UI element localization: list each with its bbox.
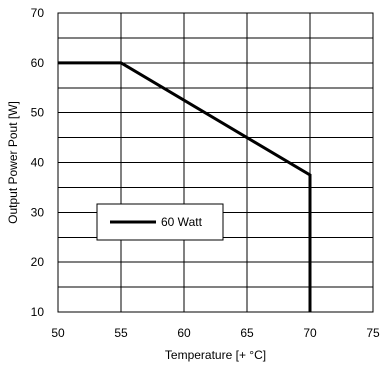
y-tick-label-10: 10 [31,305,45,319]
y-tick-label-20: 20 [31,255,45,269]
x-tick-label-65: 65 [240,326,254,340]
y-axis-title: Output Power Pout [W] [6,101,20,224]
x-axis-title: Temperature [+ °C] [165,348,266,362]
x-axis-tick-labels: 50 55 60 65 70 75 [51,326,380,340]
x-tick-label-60: 60 [177,326,191,340]
legend-label-60-watt: 60 Watt [161,215,203,229]
y-tick-label-40: 40 [31,156,45,170]
y-tick-label-70: 70 [31,6,45,20]
x-tick-label-75: 75 [366,326,380,340]
x-tick-label-50: 50 [51,326,65,340]
y-tick-label-60: 60 [31,56,45,70]
x-tick-label-70: 70 [303,326,317,340]
y-axis-tick-labels: 10 20 30 40 50 60 70 [31,6,45,319]
y-tick-label-30: 30 [31,205,45,219]
x-tick-label-55: 55 [114,326,128,340]
series-layer [58,61,312,312]
legend: 60 Watt [96,203,224,241]
y-tick-label-50: 50 [31,106,45,120]
grid [57,12,374,313]
series-line-0 [58,61,312,312]
plot-area-frame [57,12,374,313]
